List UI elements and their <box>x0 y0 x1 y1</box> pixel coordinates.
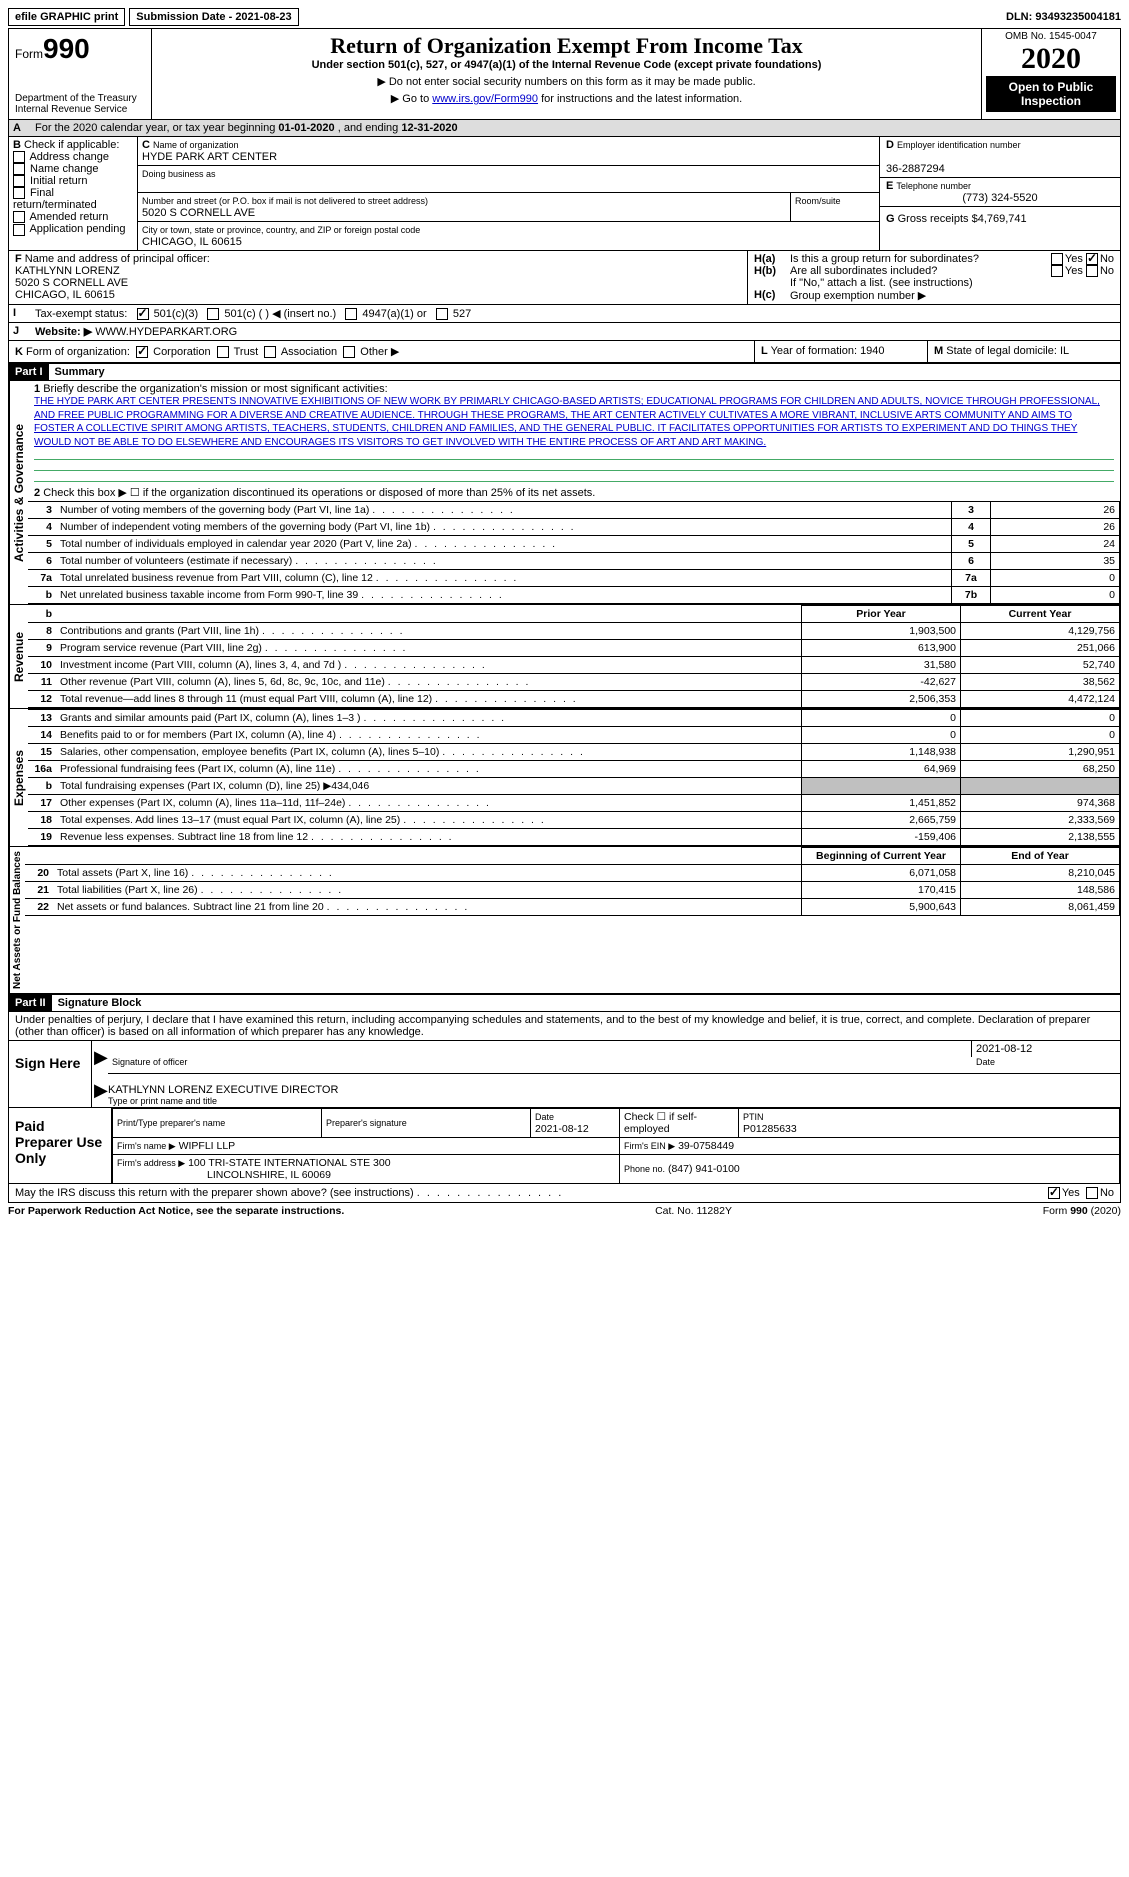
org-address: 5020 S CORNELL AVE <box>142 207 255 219</box>
discuss-no-checkbox[interactable] <box>1086 1187 1098 1199</box>
efile-print-button[interactable]: efile GRAPHIC print <box>8 8 125 26</box>
gross-receipts: 4,769,741 <box>978 213 1027 225</box>
website: WWW.HYDEPARKART.ORG <box>95 326 237 338</box>
submission-date: Submission Date - 2021-08-23 <box>129 8 298 26</box>
topbar: efile GRAPHIC print Submission Date - 20… <box>8 8 1121 26</box>
irs-label: Internal Revenue Service <box>15 104 145 115</box>
hb-yes-checkbox[interactable] <box>1051 265 1063 277</box>
4947-checkbox[interactable] <box>345 308 357 320</box>
section-c: C Name of organization HYDE PARK ART CEN… <box>138 137 880 250</box>
ptin: P01285633 <box>743 1123 797 1135</box>
527-checkbox[interactable] <box>436 308 448 320</box>
form-subtitle: Under section 501(c), 527, or 4947(a)(1)… <box>158 59 975 71</box>
tax-year: 2020 <box>986 42 1116 76</box>
side-expenses: Expenses <box>9 709 28 846</box>
b-option-checkbox[interactable] <box>13 211 25 223</box>
revenue-table: b Prior Year Current Year 8Contributions… <box>28 605 1120 708</box>
mission-text: THE HYDE PARK ART CENTER PRESENTS INNOVA… <box>34 395 1114 449</box>
section-b: B Check if applicable: Address change Na… <box>9 137 138 250</box>
trust-checkbox[interactable] <box>217 346 229 358</box>
part1-header: Part I Summary <box>9 363 1120 381</box>
b-option-checkbox[interactable] <box>13 224 25 236</box>
officer-date: 2021-08-12 <box>971 1041 1120 1057</box>
b-option-checkbox[interactable] <box>13 163 25 175</box>
side-activities: Activities & Governance <box>9 381 28 604</box>
section-h: H(a)Is this a group return for subordina… <box>748 251 1120 304</box>
jurat: Under penalties of perjury, I declare th… <box>9 1012 1120 1041</box>
side-revenue: Revenue <box>9 605 28 708</box>
b-option-checkbox[interactable] <box>13 175 25 187</box>
ha-yes-checkbox[interactable] <box>1051 253 1063 265</box>
page-footer: For Paperwork Reduction Act Notice, see … <box>8 1203 1121 1217</box>
phone: (773) 324-5520 <box>886 192 1114 204</box>
governance-table: 3Number of voting members of the governi… <box>28 501 1120 604</box>
discuss-yes-checkbox[interactable] <box>1048 1187 1060 1199</box>
section-l: L Year of formation: 1940 <box>755 341 928 362</box>
other-checkbox[interactable] <box>343 346 355 358</box>
ha-no-checkbox[interactable] <box>1086 253 1098 265</box>
firm-phone: (847) 941-0100 <box>668 1163 740 1175</box>
form-container: Form990 Department of the Treasury Inter… <box>8 28 1121 1203</box>
org-name: HYDE PARK ART CENTER <box>142 151 277 163</box>
ein: 36-2887294 <box>886 163 945 175</box>
org-city: CHICAGO, IL 60615 <box>142 236 242 248</box>
section-k: K Form of organization: Corporation Trus… <box>9 341 755 362</box>
hb-no-checkbox[interactable] <box>1086 265 1098 277</box>
section-deg: D Employer identification number 36-2887… <box>880 137 1120 250</box>
omb-number: OMB No. 1545-0047 <box>986 31 1116 42</box>
tax-year-line: For the 2020 calendar year, or tax year … <box>31 120 462 136</box>
form-header: Form990 Department of the Treasury Inter… <box>9 29 1120 120</box>
501c3-checkbox[interactable] <box>137 308 149 320</box>
instructions-link-line: ▶ Go to www.irs.gov/Form990 for instruct… <box>158 92 975 105</box>
part2-header: Part II Signature Block <box>9 994 1120 1012</box>
tax-exempt-status: Tax-exempt status: 501(c)(3) 501(c) ( ) … <box>31 305 475 322</box>
b-option-checkbox[interactable] <box>13 187 25 199</box>
corp-checkbox[interactable] <box>136 346 148 358</box>
sign-here-label: Sign Here <box>9 1041 91 1107</box>
501c-checkbox[interactable] <box>207 308 219 320</box>
paid-preparer-label: Paid Preparer Use Only <box>9 1108 111 1183</box>
side-netassets: Net Assets or Fund Balances <box>9 847 25 993</box>
section-m: M State of legal domicile: IL <box>928 341 1120 362</box>
expenses-table: 13Grants and similar amounts paid (Part … <box>28 709 1120 846</box>
form990-link[interactable]: www.irs.gov/Form990 <box>432 93 538 105</box>
dln: DLN: 93493235004181 <box>1006 11 1121 23</box>
dept-treasury: Department of the Treasury <box>15 93 145 104</box>
officer-name: KATHLYNN LORENZ EXECUTIVE DIRECTOR <box>108 1074 1120 1096</box>
preparer-table: Print/Type preparer's name Preparer's si… <box>112 1108 1120 1183</box>
firm-name: WIPFLI LLP <box>179 1140 236 1152</box>
discuss-line: May the IRS discuss this return with the… <box>9 1184 1120 1202</box>
b-option-checkbox[interactable] <box>13 151 25 163</box>
form-title: Return of Organization Exempt From Incom… <box>158 33 975 59</box>
form-number: Form990 <box>15 33 145 65</box>
netassets-table: Beginning of Current Year End of Year 20… <box>25 847 1120 916</box>
assoc-checkbox[interactable] <box>264 346 276 358</box>
open-to-public: Open to Public Inspection <box>986 76 1116 112</box>
ssn-warning: Do not enter social security numbers on … <box>158 75 975 88</box>
firm-ein: 39-0758449 <box>678 1140 734 1152</box>
section-f: F Name and address of principal officer:… <box>9 251 748 304</box>
